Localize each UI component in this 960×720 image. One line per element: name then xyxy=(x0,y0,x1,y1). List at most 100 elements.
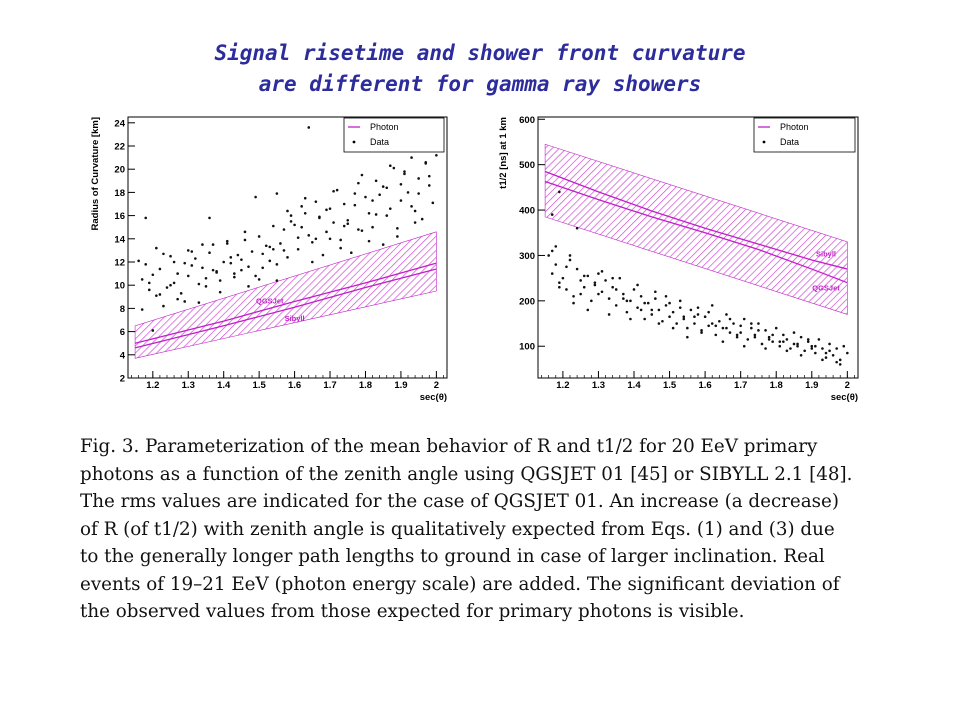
data-point xyxy=(215,269,218,273)
caption-line-4: of R (of t1/2) with zenith angle is qual… xyxy=(80,518,835,540)
data-point xyxy=(158,293,162,296)
data-point xyxy=(396,227,399,230)
data-point xyxy=(682,315,686,319)
data-point xyxy=(275,279,279,282)
data-point xyxy=(151,329,155,332)
data-point xyxy=(693,315,696,319)
data-point xyxy=(339,246,342,250)
data-point xyxy=(718,319,721,323)
data-point xyxy=(661,319,664,323)
data-point xyxy=(778,340,782,343)
data-point xyxy=(824,356,828,359)
data-point xyxy=(314,200,318,203)
data-point xyxy=(742,317,746,321)
data-point xyxy=(169,283,172,287)
data-point xyxy=(789,347,792,350)
data-point xyxy=(782,333,785,337)
data-point xyxy=(186,274,190,278)
data-point xyxy=(686,335,689,339)
data-point xyxy=(721,326,725,330)
data-point xyxy=(247,285,250,288)
caption-line-2: photons as a function of the zenith angl… xyxy=(80,463,853,485)
data-point xyxy=(558,190,561,194)
series-label-sibyll: Sibyll xyxy=(816,250,836,259)
data-point xyxy=(575,226,579,230)
slide-title-line-1: Signal risetime and shower front curvatu… xyxy=(214,41,746,65)
data-point xyxy=(371,225,374,229)
data-point xyxy=(710,304,714,307)
x-tick-label: 1.9 xyxy=(805,380,818,391)
data-point xyxy=(654,290,657,294)
data-point xyxy=(229,256,233,259)
data-point xyxy=(406,191,410,194)
legend-data-swatch xyxy=(352,140,356,144)
data-point xyxy=(728,331,732,334)
data-point xyxy=(417,192,420,195)
x-tick-label: 1.7 xyxy=(734,380,747,391)
data-point xyxy=(413,221,417,224)
data-point xyxy=(332,189,335,193)
data-point xyxy=(565,288,568,291)
data-point xyxy=(671,326,675,330)
data-point xyxy=(803,349,806,353)
data-point xyxy=(668,301,671,305)
data-point xyxy=(586,274,590,278)
x-tick-label: 1.3 xyxy=(592,380,605,391)
data-point xyxy=(339,238,342,242)
data-point xyxy=(824,351,828,355)
data-point xyxy=(604,279,607,282)
data-point xyxy=(835,347,838,350)
data-point xyxy=(303,196,307,200)
data-point xyxy=(247,265,250,268)
y-tick-label: 100 xyxy=(519,342,535,353)
data-point xyxy=(678,306,682,309)
data-point xyxy=(162,304,165,308)
data-point xyxy=(371,199,374,202)
data-point xyxy=(671,310,675,314)
data-point xyxy=(700,331,703,334)
y-tick-label: 14 xyxy=(114,234,125,245)
data-point xyxy=(328,237,332,241)
data-point xyxy=(140,308,144,311)
data-point xyxy=(286,209,289,213)
data-point xyxy=(792,342,796,346)
data-point xyxy=(165,286,169,289)
data-point xyxy=(261,266,264,270)
data-point xyxy=(378,193,381,197)
data-point xyxy=(611,285,614,289)
data-point xyxy=(211,268,215,272)
legend-data-label: Data xyxy=(370,137,389,147)
data-point xyxy=(254,195,257,199)
data-point xyxy=(725,326,728,330)
data-point xyxy=(218,290,222,294)
data-point xyxy=(325,230,328,234)
data-point xyxy=(607,297,611,300)
data-point xyxy=(668,315,671,319)
y-tick-label: 6 xyxy=(120,327,125,338)
data-point xyxy=(364,195,367,199)
data-point xyxy=(158,267,162,271)
data-point xyxy=(785,338,789,341)
data-point xyxy=(597,272,600,275)
data-point xyxy=(147,288,151,292)
y-tick-label: 4 xyxy=(120,350,126,361)
data-point xyxy=(593,281,597,284)
y-tick-label: 600 xyxy=(519,115,535,126)
data-point xyxy=(575,267,579,271)
legend-data-swatch xyxy=(762,140,766,144)
risetime-chart: Sibyll QGSJet 1.2 1.3 1.4 1.5 1.6 1.7 1.8 1.9 2 100… xyxy=(498,115,859,403)
series-label-qgsjet: QGSJet xyxy=(812,284,840,293)
data-point xyxy=(367,239,371,243)
data-point xyxy=(806,338,810,341)
data-point xyxy=(742,344,746,348)
x-tick-label: 1.7 xyxy=(323,380,336,391)
data-point xyxy=(568,254,572,257)
data-point xyxy=(821,347,824,350)
data-point xyxy=(582,274,586,278)
data-point xyxy=(614,304,618,307)
data-point xyxy=(650,308,654,312)
data-point xyxy=(169,254,172,258)
data-point xyxy=(643,317,646,321)
x-tick-label: 1.2 xyxy=(556,380,569,391)
x-tick-label: 1.4 xyxy=(627,380,641,391)
